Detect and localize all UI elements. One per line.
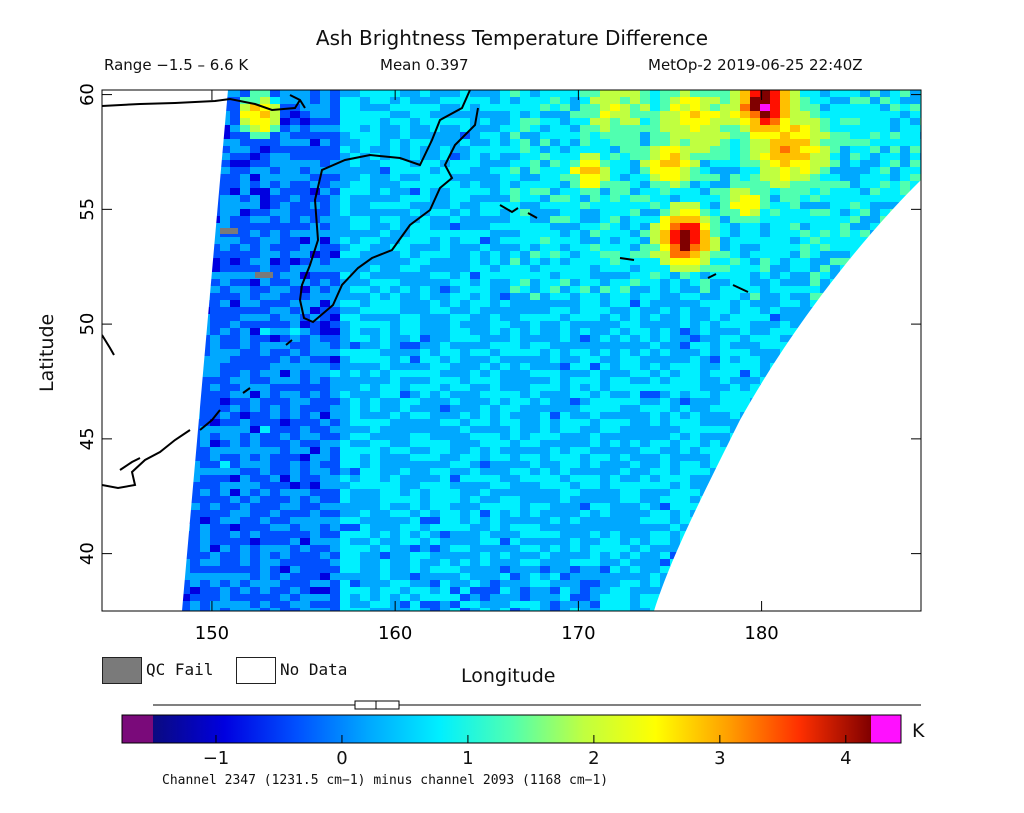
- colorbar-tick-label: 1: [462, 748, 474, 769]
- y-tick-label: 50: [77, 313, 98, 336]
- y-axis-label: Latitude: [36, 313, 58, 392]
- qc-fail-label: QC Fail: [146, 660, 214, 679]
- colorbar-under-swatch: [122, 715, 153, 743]
- channel-caption: Channel 2347 (1231.5 cm−1) minus channel…: [162, 773, 609, 788]
- no-data-label: No Data: [280, 660, 348, 679]
- colorbar-tick-label: 4: [840, 748, 852, 769]
- no-data-swatch: [236, 657, 276, 684]
- colorbar-gradient: [153, 715, 871, 743]
- y-tick-label: 40: [77, 542, 98, 565]
- colorbar-over-swatch: [871, 715, 901, 743]
- colorbar-tick-label: 3: [714, 748, 726, 769]
- y-tick-label: 60: [77, 83, 98, 106]
- stats-box: [354, 700, 400, 710]
- x-tick-label: 150: [195, 623, 229, 644]
- chart-title: Ash Brightness Temperature Difference: [315, 26, 709, 50]
- data-swath: [182, 90, 921, 611]
- x-axis-label: Longitude: [461, 665, 556, 687]
- x-axis: 150 160 170 180: [195, 90, 779, 644]
- colorbar-unit: K: [912, 720, 925, 742]
- satellite-timestamp: MetOp-2 2019-06-25 22:40Z: [648, 56, 863, 74]
- x-tick-label: 160: [378, 623, 412, 644]
- x-tick-label: 170: [561, 623, 595, 644]
- x-tick-label: 180: [744, 623, 778, 644]
- coastline: [102, 90, 749, 490]
- colorbar-tick-label: 0: [336, 748, 348, 769]
- y-tick-label: 45: [77, 427, 98, 450]
- colorbar-tick-label: 2: [588, 748, 600, 769]
- y-tick-label: 55: [77, 198, 98, 221]
- range-readout: Range −1.5 – 6.6 K: [104, 56, 249, 74]
- colorbar-tick-label: −1: [202, 748, 230, 769]
- y-axis: 40 45 50 55 60: [77, 83, 921, 565]
- plot-frame: [101, 89, 922, 612]
- colorbar: [121, 700, 921, 744]
- qc-fail-swatch: [102, 657, 142, 684]
- mean-readout: Mean 0.397: [380, 56, 469, 74]
